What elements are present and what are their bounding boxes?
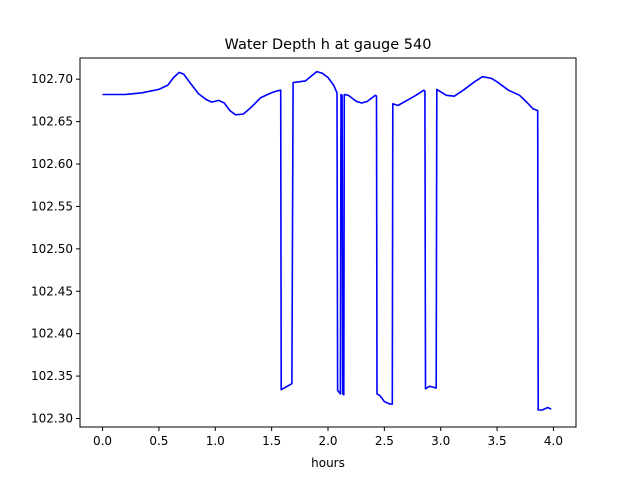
series-line-1 (102, 70, 552, 411)
chart-title: Water Depth h at gauge 540 (225, 37, 432, 53)
y-tick-label: 102.30 (31, 412, 73, 426)
y-tick-label: 102.55 (31, 199, 73, 213)
x-tick-label: 3.5 (488, 434, 507, 448)
x-tick-label: 0.0 (93, 434, 112, 448)
y-tick-label: 102.40 (31, 327, 73, 341)
y-tick-label: 102.60 (31, 157, 73, 171)
plot-frame (79, 57, 577, 428)
x-tick-label: 2.0 (318, 434, 337, 448)
x-tick-label: 2.5 (375, 434, 394, 448)
x-tick-label: 1.0 (206, 434, 225, 448)
y-tick-label: 102.50 (31, 242, 73, 256)
y-tick-label: 102.35 (31, 369, 73, 383)
axis-ticks: 0.0 0.5 1.0 1.5 2.0 2.5 3.0 3.5 4.0 102.30 102.35 1… (31, 72, 563, 448)
plot-area (102, 70, 552, 411)
x-axis-label: hours (311, 456, 345, 470)
y-tick-label: 102.45 (31, 284, 73, 298)
x-tick-label: 3.0 (431, 434, 450, 448)
x-tick-label: 4.0 (544, 434, 563, 448)
y-tick-label: 102.65 (31, 115, 73, 129)
y-tick-label: 102.70 (31, 72, 73, 86)
x-tick-label: 1.5 (262, 434, 281, 448)
x-tick-label: 0.5 (149, 434, 168, 448)
